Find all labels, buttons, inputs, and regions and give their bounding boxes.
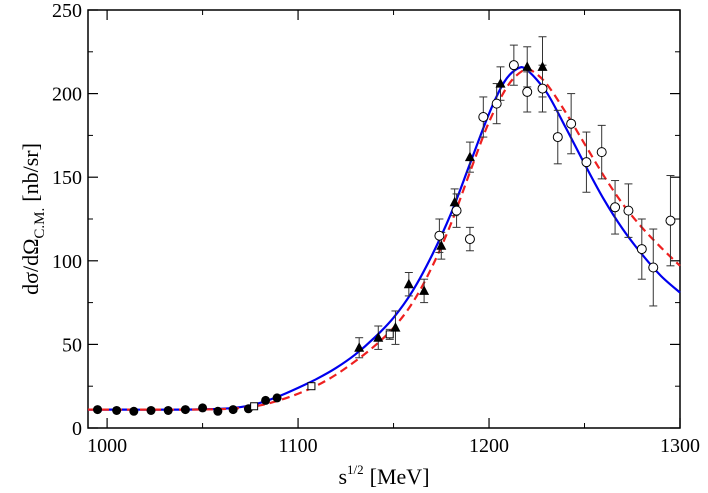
data-point-filled-circle: [228, 405, 238, 415]
data-point-filled-triangle: [419, 285, 430, 295]
plot-frame: [87, 9, 681, 429]
y-tick-label: 250: [52, 0, 82, 22]
data-point-filled-triangle: [354, 342, 365, 352]
data-point-filled-triangle: [390, 322, 401, 332]
data-point-open-circle: [491, 98, 502, 109]
data-point-filled-circle: [163, 405, 173, 415]
model-curves: [87, 66, 681, 411]
data-point-open-circle: [537, 83, 548, 94]
data-point-filled-circle: [146, 405, 156, 415]
data-point-open-circle: [566, 118, 577, 129]
data-point-open-square: [250, 402, 259, 411]
y-tick-label: 0: [72, 418, 82, 440]
y-tick-label: 150: [52, 167, 82, 189]
data-point-open-circle: [552, 132, 563, 143]
data-point-open-circle: [508, 60, 519, 71]
data-markers: [93, 60, 676, 416]
data-point-filled-circle: [93, 405, 103, 415]
model-curve-blue-solid: [87, 66, 681, 411]
y-axis-title: dσ/dΩC.M.[nb/sr]: [18, 143, 48, 295]
data-point-filled-circle: [261, 395, 271, 405]
data-point-filled-circle: [112, 405, 122, 415]
model-curve-red-dashed: [87, 67, 681, 411]
data-point-open-circle: [478, 112, 489, 123]
x-tick-label: 1200: [469, 435, 509, 457]
y-tick-label: 200: [52, 84, 82, 106]
data-point-filled-triangle: [373, 332, 384, 342]
data-point-filled-triangle: [537, 61, 548, 71]
data-point-open-circle: [623, 205, 634, 216]
data-point-filled-triangle: [449, 196, 460, 207]
data-point-open-circle: [665, 215, 676, 226]
data-point-open-circle: [581, 157, 592, 168]
y-tick-label: 50: [62, 334, 82, 356]
data-point-open-circle: [596, 147, 607, 158]
data-point-open-square: [385, 330, 394, 339]
axis-ticks: [88, 9, 681, 429]
data-point-filled-circle: [129, 406, 139, 416]
data-point-open-circle: [610, 202, 621, 213]
data-point-filled-triangle: [522, 61, 533, 71]
data-point-filled-circle: [213, 406, 223, 416]
data-point-filled-triangle: [436, 240, 447, 250]
x-tick-label: 1100: [278, 435, 317, 457]
data-point-open-circle: [464, 234, 475, 245]
data-point-open-circle: [451, 205, 462, 216]
x-axis-title: s1/2 [MeV]: [338, 462, 429, 489]
data-point-filled-circle: [198, 403, 208, 413]
data-point-filled-triangle: [403, 278, 414, 289]
data-point-filled-triangle: [464, 151, 475, 162]
data-point-filled-circle: [272, 393, 282, 403]
y-tick-label: 100: [52, 251, 82, 273]
tick-labels: 1000 1100 1200 1300 0 50 100 150 200 250: [52, 0, 700, 457]
data-point-open-circle: [434, 230, 445, 241]
data-point-open-square: [307, 382, 316, 391]
x-tick-label: 1000: [87, 435, 127, 457]
data-point-open-circle: [636, 244, 647, 255]
x-tick-label: 1300: [660, 435, 700, 457]
data-point-filled-circle: [180, 405, 190, 415]
data-point-filled-triangle: [495, 78, 506, 88]
error-bars: [355, 36, 675, 359]
data-point-open-circle: [648, 262, 659, 273]
data-point-open-circle: [522, 86, 533, 97]
